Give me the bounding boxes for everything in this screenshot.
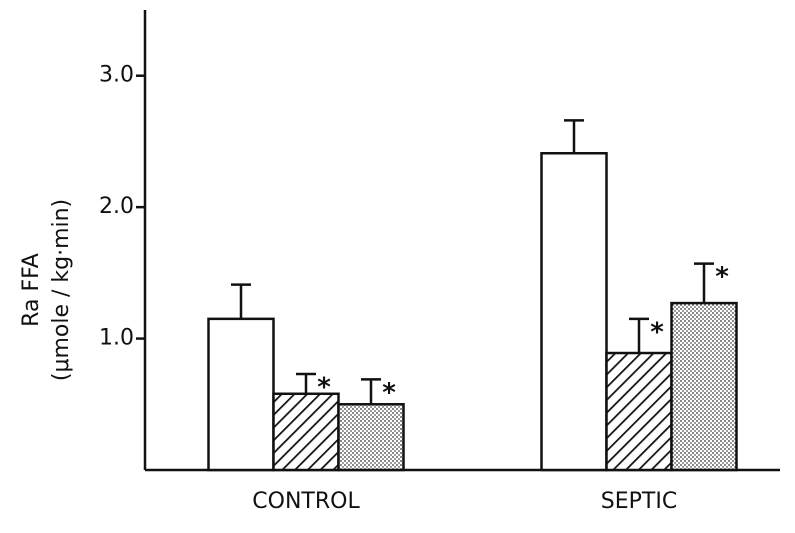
error-bar (629, 317, 649, 354)
bar (272, 392, 340, 472)
error-bar (564, 119, 584, 154)
error-bar (694, 262, 714, 304)
y-axis-title: Ra FFA (μmole / kg·min) (19, 199, 74, 381)
y-label: (μmole / kg·min) (49, 199, 74, 381)
significance-marker: * (382, 378, 396, 408)
bar (605, 351, 673, 472)
bar (207, 317, 275, 472)
x-tick-label: CONTROL (252, 489, 360, 514)
significance-marker: * (715, 262, 729, 292)
bar (337, 403, 405, 472)
bar (540, 152, 608, 472)
y-tick-label: 3.0 (99, 63, 134, 88)
x-tick-label: SEPTIC (601, 489, 677, 514)
significance-marker: * (650, 317, 664, 347)
y-tick-label: 2.0 (99, 194, 134, 219)
error-bar (296, 372, 316, 394)
significance-marker: * (317, 373, 331, 403)
y-tick-label: 1.0 (99, 326, 134, 351)
error-bar (231, 283, 251, 319)
error-bar (361, 378, 381, 405)
bar (670, 301, 738, 472)
y-label: Ra FFA (19, 253, 44, 327)
